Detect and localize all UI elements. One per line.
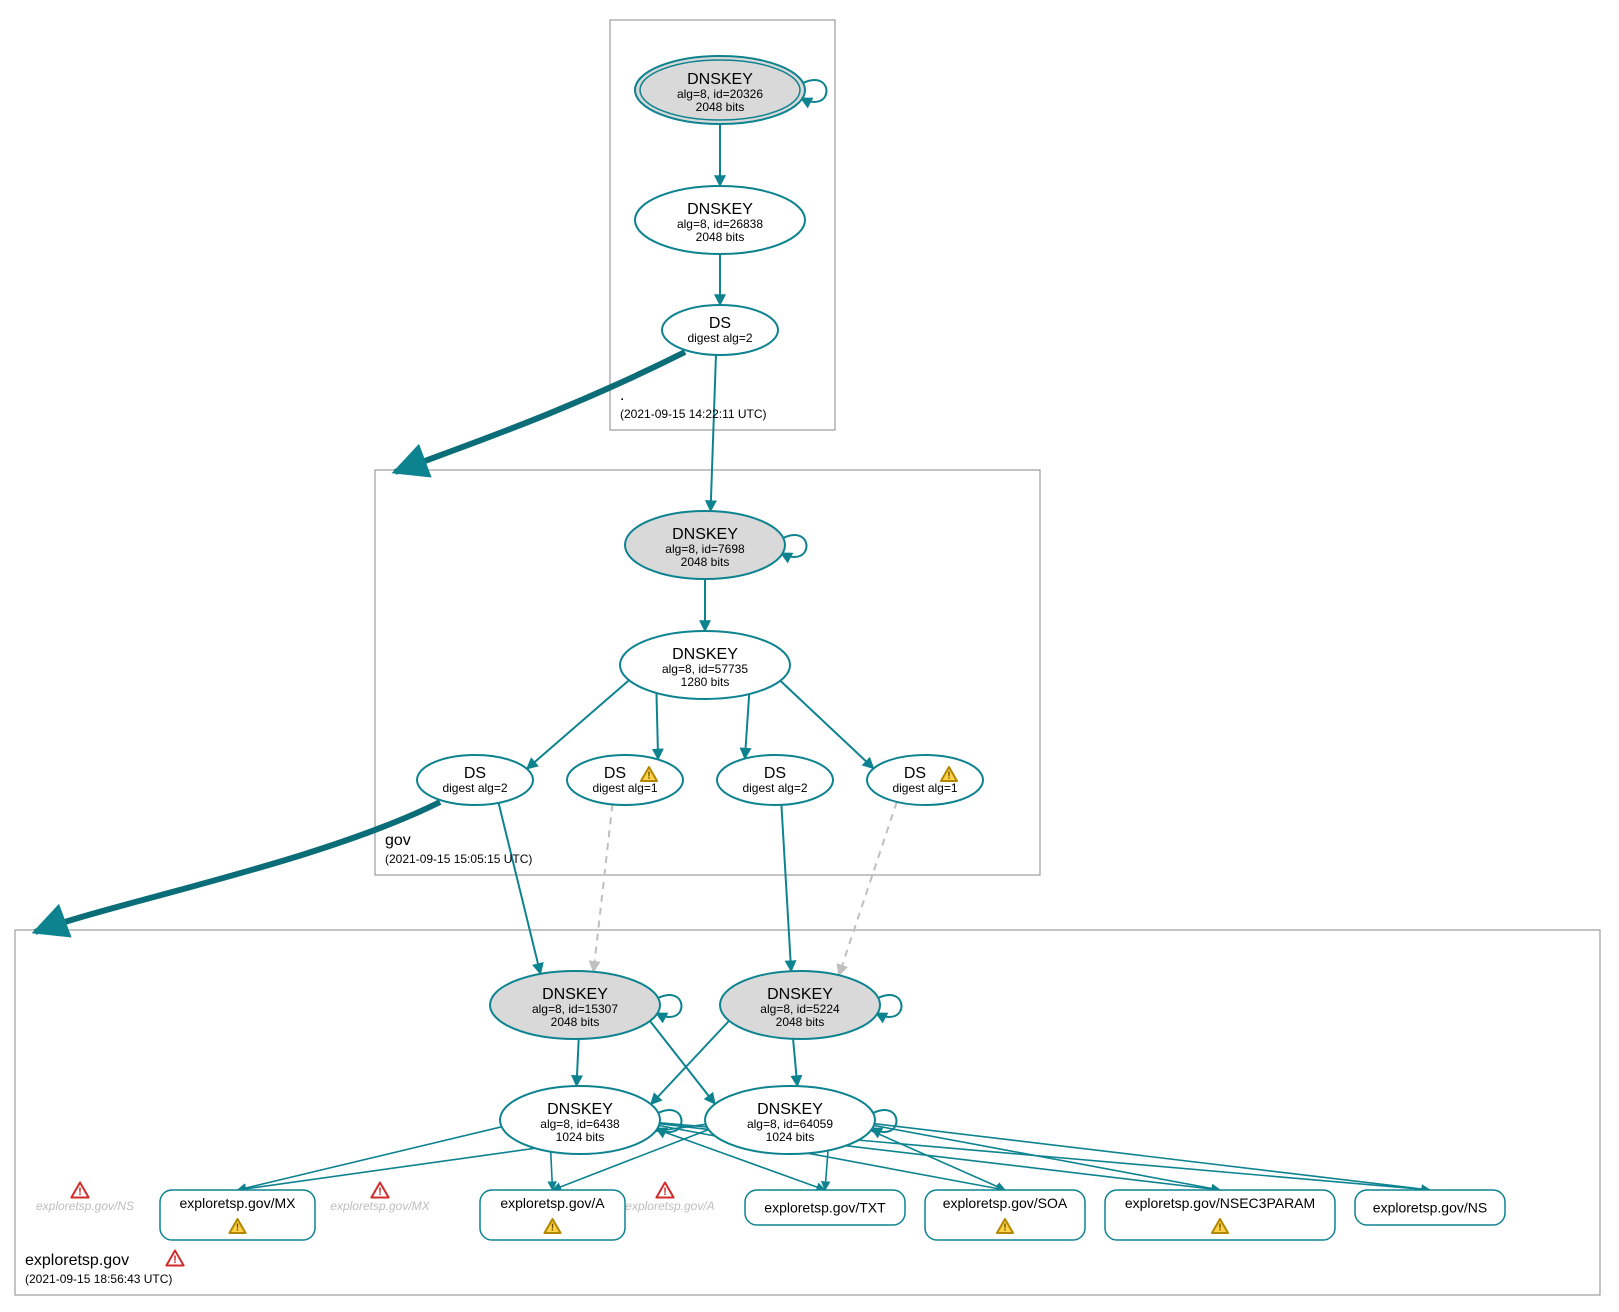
node-title: DNSKEY	[687, 201, 753, 218]
gray-rr-label: exploretsp.gov/MX	[330, 1199, 430, 1213]
node-sub1: alg=8, id=6438	[540, 1117, 620, 1131]
zone-link-edge	[35, 802, 440, 932]
node-sub2: 1280 bits	[681, 675, 730, 689]
node-sub2: 2048 bits	[696, 100, 745, 114]
edge	[656, 693, 658, 760]
zone-label: gov	[385, 832, 411, 849]
edge-rr	[874, 1125, 1220, 1190]
zone-label: exploretsp.gov	[25, 1252, 129, 1269]
svg-text:!: !	[551, 1221, 555, 1233]
node-sub2: 1024 bits	[766, 1130, 815, 1144]
edge	[651, 1021, 729, 1104]
zone-time: (2021-09-15 15:05:15 UTC)	[385, 852, 532, 866]
edge	[499, 803, 541, 974]
svg-text:!: !	[378, 1186, 382, 1198]
node-title: DNSKEY	[687, 71, 753, 88]
svg-text:!: !	[173, 1254, 177, 1266]
node-sub1: alg=8, id=15307	[532, 1002, 618, 1016]
edge	[781, 805, 791, 971]
zone-time: (2021-09-15 18:56:43 UTC)	[25, 1272, 172, 1286]
gray-rr-label: exploretsp.gov/A	[625, 1199, 714, 1213]
node-sub2: 2048 bits	[696, 230, 745, 244]
node-title: DS	[709, 315, 731, 332]
svg-text:!: !	[236, 1221, 240, 1233]
node-sub2: 1024 bits	[556, 1130, 605, 1144]
rr-label: exploretsp.gov/A	[500, 1195, 605, 1211]
svg-text:!: !	[647, 769, 651, 781]
node-sub1: digest alg=1	[892, 781, 957, 795]
svg-text:!: !	[1003, 1221, 1007, 1233]
node-sub2: 2048 bits	[681, 555, 730, 569]
edge	[745, 694, 749, 759]
rr-label: exploretsp.gov/SOA	[943, 1195, 1068, 1211]
edge	[577, 1039, 579, 1086]
dnssec-diagram: DNSKEYalg=8, id=203262048 bitsDNSKEYalg=…	[0, 0, 1619, 1312]
node-sub1: alg=8, id=57735	[662, 662, 748, 676]
edge	[780, 681, 873, 769]
edge	[650, 1021, 715, 1104]
node-sub1: digest alg=2	[442, 781, 507, 795]
node-title: DNSKEY	[542, 986, 608, 1003]
node-sub1: alg=8, id=20326	[677, 87, 763, 101]
node-sub1: digest alg=2	[687, 331, 752, 345]
node-sub1: alg=8, id=5224	[760, 1002, 840, 1016]
node-sub2: 2048 bits	[776, 1015, 825, 1029]
edge	[711, 355, 716, 511]
edge	[793, 1039, 797, 1086]
node-sub1: digest alg=1	[592, 781, 657, 795]
rr-label: exploretsp.gov/NSEC3PARAM	[1125, 1195, 1315, 1211]
svg-text:!: !	[1218, 1221, 1222, 1233]
node-sub1: alg=8, id=64059	[747, 1117, 833, 1131]
rr-label: exploretsp.gov/TXT	[764, 1200, 886, 1216]
node-title: DS	[904, 765, 926, 782]
edge-rr	[871, 1131, 1005, 1190]
node-title: DNSKEY	[672, 526, 738, 543]
gray-rr-label: exploretsp.gov/NS	[36, 1199, 134, 1213]
edge-dashed	[839, 802, 897, 975]
node-title: DNSKEY	[547, 1101, 613, 1118]
zone-label: .	[620, 387, 624, 404]
edge-rr	[551, 1152, 553, 1190]
rr-label: exploretsp.gov/NS	[1373, 1200, 1487, 1216]
rr-label: exploretsp.gov/MX	[180, 1195, 297, 1211]
node-title: DNSKEY	[767, 986, 833, 1003]
node-title: DS	[604, 765, 626, 782]
node-sub2: 2048 bits	[551, 1015, 600, 1029]
node-title: DS	[464, 765, 486, 782]
svg-text:!: !	[947, 769, 951, 781]
svg-text:!: !	[78, 1186, 82, 1198]
zone-time: (2021-09-15 14:22:11 UTC)	[620, 407, 767, 421]
node-title: DNSKEY	[672, 646, 738, 663]
edge-rr	[874, 1124, 1430, 1190]
node-sub1: digest alg=2	[742, 781, 807, 795]
node-sub1: alg=8, id=26838	[677, 217, 763, 231]
svg-text:!: !	[663, 1186, 667, 1198]
node-title: DS	[764, 765, 786, 782]
node-sub1: alg=8, id=7698	[665, 542, 745, 556]
node-title: DNSKEY	[757, 1101, 823, 1118]
edge-dashed	[593, 804, 612, 971]
